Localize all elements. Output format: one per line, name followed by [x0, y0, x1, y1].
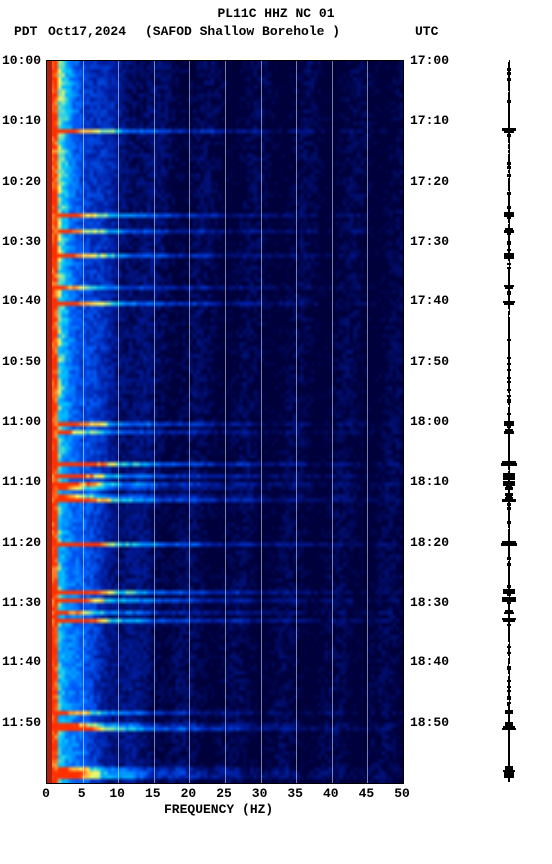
x-tick: 0 [34, 786, 58, 801]
x-tick: 30 [248, 786, 272, 801]
y-tick-right: 17:30 [410, 234, 449, 249]
spectrogram-plot [46, 60, 404, 784]
y-tick-right: 17:10 [410, 113, 449, 128]
y-tick-left: 11:00 [2, 414, 41, 429]
x-tick: 35 [283, 786, 307, 801]
x-tick: 5 [70, 786, 94, 801]
x-tick: 45 [354, 786, 378, 801]
x-tick: 25 [212, 786, 236, 801]
y-tick-left: 11:40 [2, 654, 41, 669]
y-tick-right: 18:50 [410, 715, 449, 730]
y-tick-right: 18:30 [410, 595, 449, 610]
x-axis-label: FREQUENCY (HZ) [164, 802, 273, 817]
seismogram-trace [500, 60, 518, 782]
x-tick: 40 [319, 786, 343, 801]
y-tick-right: 18:00 [410, 414, 449, 429]
y-tick-left: 10:40 [2, 293, 41, 308]
station-desc: (SAFOD Shallow Borehole ) [145, 24, 340, 39]
y-tick-right: 17:50 [410, 354, 449, 369]
y-tick-left: 11:10 [2, 474, 41, 489]
tz-left-label: PDT [14, 24, 37, 39]
y-tick-left: 10:00 [2, 53, 41, 68]
y-tick-left: 10:50 [2, 354, 41, 369]
y-tick-left: 11:30 [2, 595, 41, 610]
y-tick-right: 18:10 [410, 474, 449, 489]
y-tick-right: 17:20 [410, 174, 449, 189]
x-tick: 15 [141, 786, 165, 801]
y-tick-left: 10:20 [2, 174, 41, 189]
low-freq-bar [47, 61, 52, 783]
y-tick-right: 18:20 [410, 535, 449, 550]
x-tick: 10 [105, 786, 129, 801]
y-tick-left: 11:50 [2, 715, 41, 730]
y-tick-right: 17:40 [410, 293, 449, 308]
y-tick-left: 10:10 [2, 113, 41, 128]
date-label: Oct17,2024 [48, 24, 126, 39]
y-tick-left: 11:20 [2, 535, 41, 550]
tz-right-label: UTC [415, 24, 438, 39]
y-tick-right: 18:40 [410, 654, 449, 669]
y-tick-right: 17:00 [410, 53, 449, 68]
x-tick: 20 [176, 786, 200, 801]
x-tick: 50 [390, 786, 414, 801]
station-title: PL11C HHZ NC 01 [0, 6, 552, 21]
y-tick-left: 10:30 [2, 234, 41, 249]
